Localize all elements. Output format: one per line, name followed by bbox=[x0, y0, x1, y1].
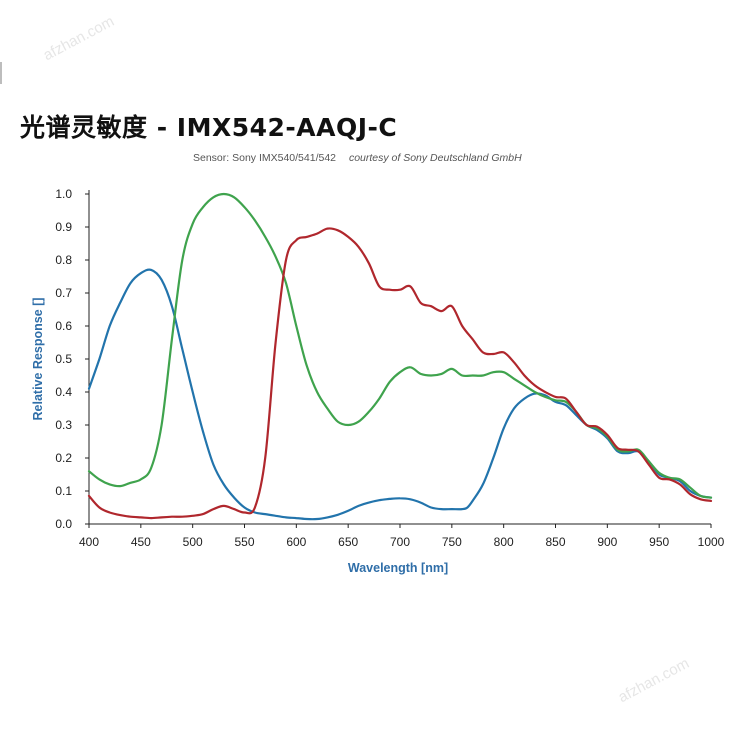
y-tick-label: 0.4 bbox=[55, 385, 72, 399]
series-line-red bbox=[87, 227, 713, 520]
y-tick-label: 0.6 bbox=[55, 319, 72, 333]
sensor-text: Sensor: Sony IMX540/541/542 bbox=[193, 152, 337, 164]
chart-subtitle: Sensor: Sony IMX540/541/542 courtesy of … bbox=[193, 152, 522, 164]
page-title: 光谱灵敏度 - IMX542-AAQJ-C bbox=[20, 113, 398, 142]
corner-mark bbox=[0, 62, 2, 84]
x-tick-label: 900 bbox=[597, 535, 617, 549]
y-tick-label: 0.3 bbox=[55, 418, 72, 432]
x-tick-label: 950 bbox=[649, 535, 669, 549]
y-axis-label: Relative Response [] bbox=[31, 298, 45, 421]
x-tick-label: 1000 bbox=[698, 535, 725, 549]
chart-axes: 400 450 500 550 600 650 700 750 800 850 900 950 1000… bbox=[55, 187, 724, 549]
series-line-green bbox=[87, 192, 713, 499]
courtesy-text: courtesy of Sony Deutschland GmbH bbox=[348, 152, 522, 164]
y-tick-label: 0.9 bbox=[55, 220, 72, 234]
y-tick-label: 1.0 bbox=[55, 187, 72, 201]
y-tick-label: 0.7 bbox=[55, 286, 72, 300]
x-tick-label: 500 bbox=[183, 535, 203, 549]
y-tick-label: 0.2 bbox=[55, 451, 72, 465]
x-tick-label: 650 bbox=[338, 535, 358, 549]
y-tick-label: 0.0 bbox=[55, 517, 72, 531]
x-tick-label: 600 bbox=[286, 535, 306, 549]
x-tick-label: 750 bbox=[442, 535, 462, 549]
y-tick-label: 0.8 bbox=[55, 253, 72, 267]
x-tick-label: 850 bbox=[545, 535, 565, 549]
x-axis-label: Wavelength [nm] bbox=[348, 561, 448, 575]
chart-labels: Wavelength [nm] Relative Response [] bbox=[31, 298, 448, 575]
x-tick-label: 550 bbox=[234, 535, 254, 549]
x-tick-label: 800 bbox=[494, 535, 514, 549]
series-line-blue bbox=[87, 268, 713, 521]
x-tick-label: 400 bbox=[79, 535, 99, 549]
chart-series bbox=[87, 192, 713, 521]
x-tick-label: 700 bbox=[390, 535, 410, 549]
x-tick-label: 450 bbox=[131, 535, 151, 549]
y-tick-label: 0.5 bbox=[55, 352, 72, 366]
y-tick-label: 0.1 bbox=[55, 484, 72, 498]
